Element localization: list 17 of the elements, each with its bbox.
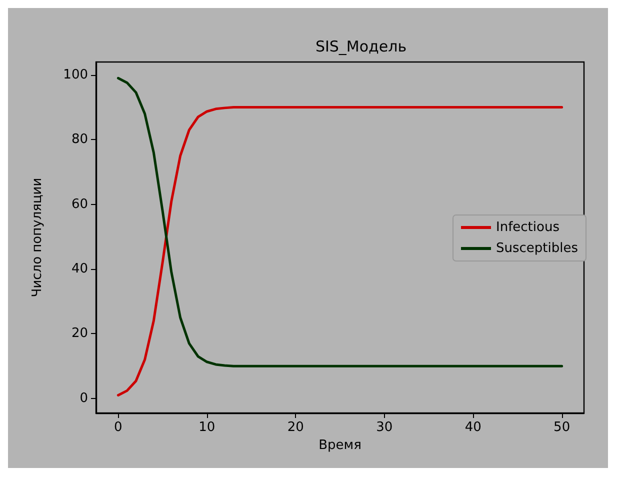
- y-tick-label: 60: [71, 196, 88, 212]
- x-tick-label: 50: [554, 420, 570, 435]
- y-tick-label: 0: [80, 390, 88, 406]
- x-axis-title: Время: [318, 438, 362, 453]
- y-axis-title: Число популяции: [30, 178, 45, 298]
- x-tick-label: 0: [114, 420, 122, 435]
- x-tick-label: 30: [376, 420, 393, 435]
- legend-label: Infectious: [496, 220, 560, 235]
- legend-label: Susceptibles: [496, 241, 578, 256]
- y-tick-label: 80: [71, 132, 88, 148]
- x-tick-label: 10: [198, 420, 216, 435]
- y-tick-label: 100: [63, 67, 88, 82]
- x-tick-label: 20: [287, 420, 304, 435]
- y-tick-label: 40: [71, 262, 88, 277]
- x-tick-label: 40: [464, 420, 482, 435]
- chart-title: SIS_Модель: [315, 38, 407, 56]
- y-tick-label: 20: [71, 326, 88, 342]
